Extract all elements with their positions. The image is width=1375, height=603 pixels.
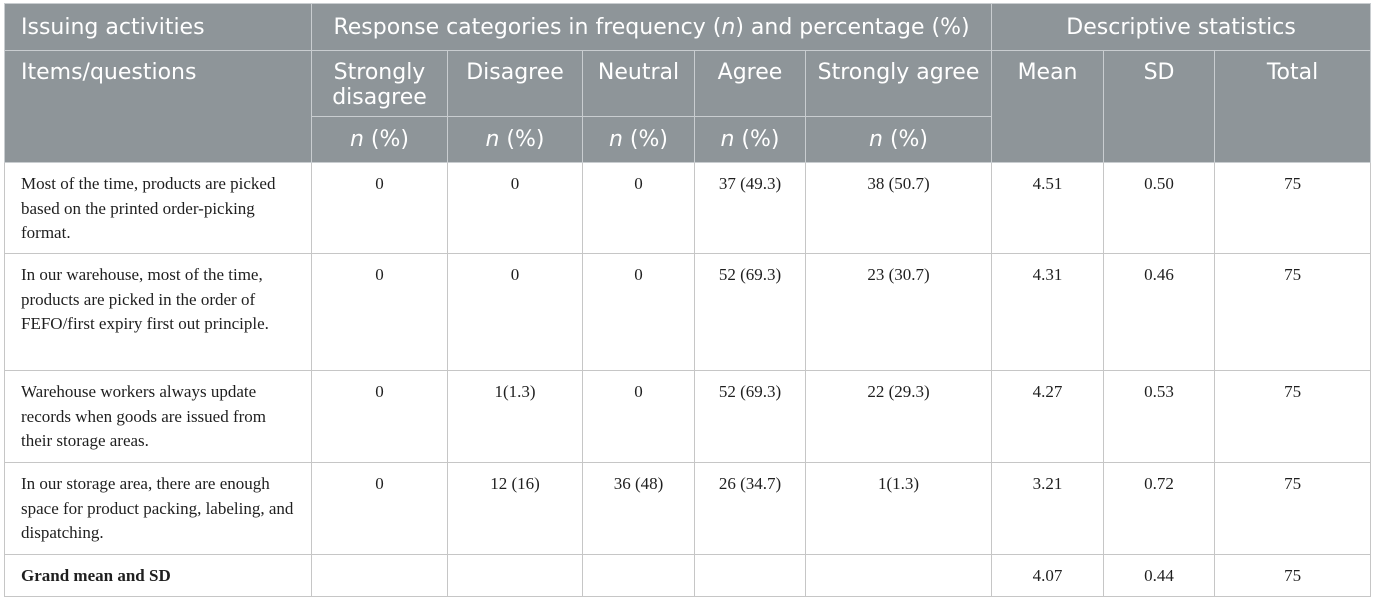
cell-strongly-agree: 22 (29.3) <box>804 370 993 463</box>
cell-disagree: 1(1.3) <box>447 370 583 463</box>
table-header: Issuing activities Response categories i… <box>4 3 1372 163</box>
cell-strongly-disagree: 0 <box>311 162 448 254</box>
header-descriptive-statistics: Descriptive statistics <box>991 3 1372 51</box>
grand-mean-label: Grand mean and SD <box>4 554 312 597</box>
cell-mean: 4.31 <box>991 253 1105 371</box>
cell-total: 75 <box>1214 253 1372 371</box>
cell-empty <box>694 554 806 597</box>
header-strongly-agree: Strongly agree <box>804 50 993 117</box>
cell-agree: 26 (34.7) <box>694 462 806 555</box>
cell-sd: 0.53 <box>1103 370 1216 463</box>
cell-total: 75 <box>1214 162 1372 254</box>
item-question: In our storage area, there are enough sp… <box>4 462 312 555</box>
cell-total: 75 <box>1214 462 1372 555</box>
cell-strongly-agree: 38 (50.7) <box>804 162 993 254</box>
cell-strongly-agree: 23 (30.7) <box>804 253 993 371</box>
cell-empty <box>311 554 448 597</box>
header-row-units: n (%) n (%) n (%) n (%) n (%) <box>5 116 1371 163</box>
header-mean: Mean <box>991 50 1105 163</box>
cell-disagree: 0 <box>447 162 583 254</box>
header-unit-n-percent: n (%) <box>447 116 583 163</box>
cell-strongly-agree: 1(1.3) <box>804 462 993 555</box>
cell-neutral: 0 <box>582 162 695 254</box>
header-items-questions: Items/questions <box>4 50 312 163</box>
header-response-categories: Response categories in frequency (n) and… <box>310 3 993 51</box>
header-row-columns: Items/questions Strongly disagree Disagr… <box>4 50 1372 163</box>
cell-mean: 4.27 <box>991 370 1105 463</box>
header-unit-n-percent: n (%) <box>582 116 695 163</box>
grand-total-value: 75 <box>1214 554 1372 597</box>
table-row: In our storage area, there are enough sp… <box>4 462 1372 555</box>
cell-sd: 0.46 <box>1103 253 1216 371</box>
cell-sd: 0.72 <box>1103 462 1216 555</box>
header-sd: SD <box>1103 50 1216 163</box>
table-row: In our warehouse, most of the time, prod… <box>4 253 1372 371</box>
cell-disagree: 0 <box>447 253 583 371</box>
header-disagree: Disagree <box>447 50 583 117</box>
grand-mean-value: 4.07 <box>991 554 1105 597</box>
cell-agree: 37 (49.3) <box>694 162 806 254</box>
item-question: In our warehouse, most of the time, prod… <box>4 253 312 371</box>
cell-empty <box>582 554 695 597</box>
header-issuing-activities: Issuing activities <box>4 3 312 51</box>
cell-sd: 0.50 <box>1103 162 1216 254</box>
header-unit-n-percent: n (%) <box>804 116 993 163</box>
header-total: Total <box>1214 50 1372 163</box>
table-body: Most of the time, products are picked ba… <box>4 162 1372 597</box>
item-question: Most of the time, products are picked ba… <box>4 162 312 254</box>
cell-neutral: 36 (48) <box>582 462 695 555</box>
cell-agree: 52 (69.3) <box>694 370 806 463</box>
cell-disagree: 12 (16) <box>447 462 583 555</box>
cell-mean: 4.51 <box>991 162 1105 254</box>
table-row: Warehouse workers always update records … <box>4 370 1372 463</box>
cell-neutral: 0 <box>582 253 695 371</box>
header-agree: Agree <box>694 50 806 117</box>
header-unit-n-percent: n (%) <box>311 116 448 163</box>
cell-empty <box>447 554 583 597</box>
cell-neutral: 0 <box>582 370 695 463</box>
header-strongly-disagree-label: Strongly disagree <box>332 60 427 110</box>
cell-total: 75 <box>1214 370 1372 463</box>
table-row: Most of the time, products are picked ba… <box>4 162 1372 254</box>
header-strongly-agree-label: Strongly agree <box>817 60 980 85</box>
header-unit-n-percent: n (%) <box>694 116 806 163</box>
header-neutral: Neutral <box>582 50 695 117</box>
header-strongly-disagree: Strongly disagree <box>311 50 448 117</box>
cell-empty <box>804 554 993 597</box>
grand-sd-value: 0.44 <box>1103 554 1216 597</box>
header-row-groups: Issuing activities Response categories i… <box>4 3 1372 51</box>
cell-strongly-disagree: 0 <box>311 370 448 463</box>
cell-agree: 52 (69.3) <box>694 253 806 371</box>
cell-mean: 3.21 <box>991 462 1105 555</box>
cell-strongly-disagree: 0 <box>311 253 448 371</box>
grand-mean-row: Grand mean and SD 4.07 0.44 75 <box>4 554 1372 597</box>
cell-strongly-disagree: 0 <box>311 462 448 555</box>
item-question: Warehouse workers always update records … <box>4 370 312 463</box>
survey-results-table: Issuing activities Response categories i… <box>4 3 1372 597</box>
